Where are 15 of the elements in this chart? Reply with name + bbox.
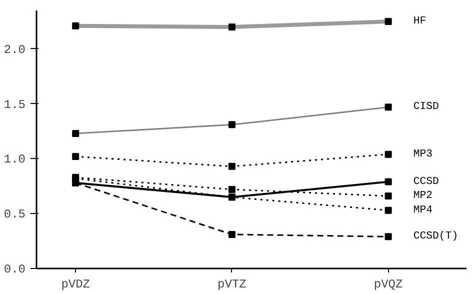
y-tick-label: 0.5 [4, 208, 26, 222]
x-tick-label: pVTZ [218, 278, 246, 292]
text: MP2 [413, 190, 433, 202]
text: HF [413, 15, 426, 28]
y-tick-label: 0.0 [4, 262, 26, 276]
x-tick-label: pVQZ [374, 278, 403, 292]
y-tick-label: 2.0 [4, 42, 26, 57]
text: CISD [413, 101, 439, 114]
y-tick-label: 1.0 [4, 152, 26, 167]
text: CCSD(T) [413, 230, 458, 243]
text: CCSD [413, 176, 439, 188]
text: MP4 [413, 204, 433, 216]
y-tick-label: 1.5 [4, 98, 26, 112]
x-tick-label: pVDZ [61, 278, 90, 292]
text: MP3 [413, 148, 433, 160]
